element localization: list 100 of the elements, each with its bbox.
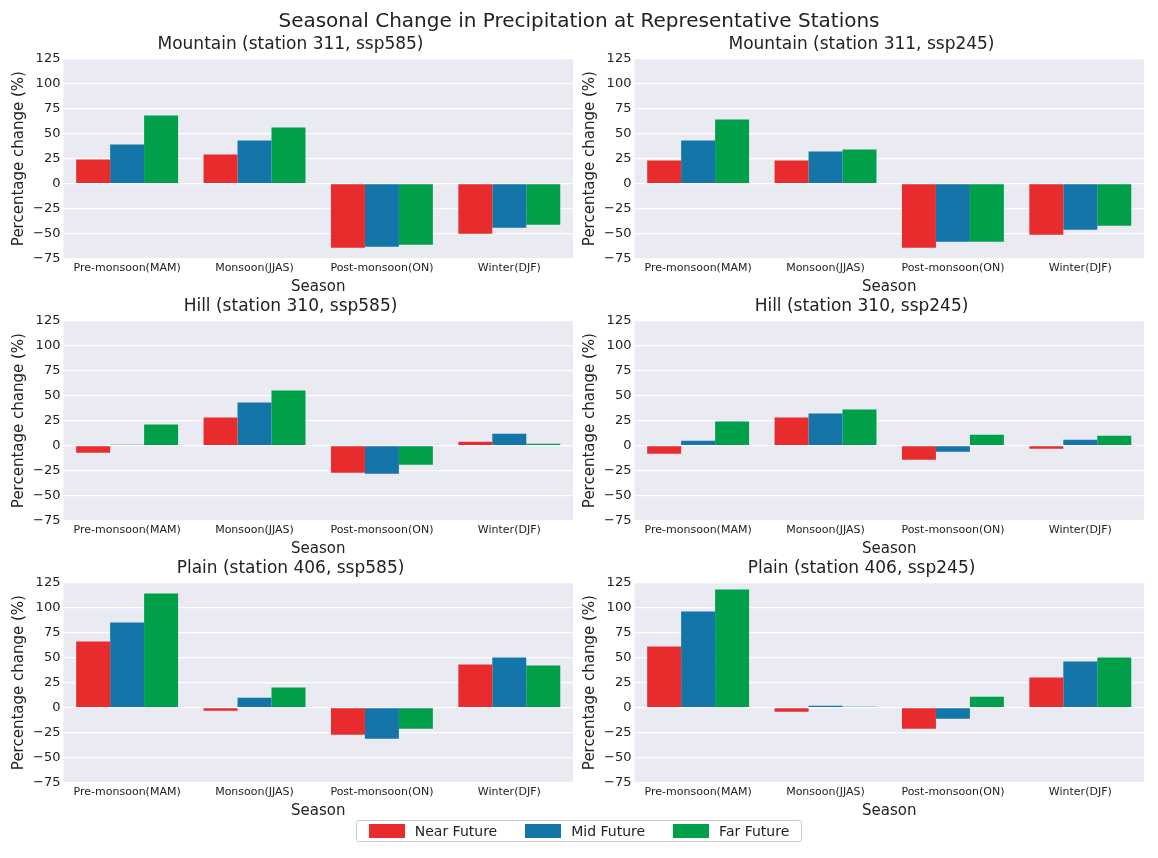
bar bbox=[935, 708, 970, 719]
y-tick-label: 125 bbox=[606, 49, 632, 65]
y-tick-label: −50 bbox=[604, 487, 632, 503]
x-axis-title: Season bbox=[290, 538, 346, 557]
bar bbox=[969, 184, 1004, 242]
y-tick-label: 25 bbox=[614, 149, 632, 165]
x-tick-label: Post-monsoon(ON) bbox=[330, 785, 434, 799]
y-axis-title: Percentage change (%) bbox=[579, 333, 598, 509]
bar bbox=[144, 593, 179, 708]
bar bbox=[935, 446, 970, 452]
y-tick-label: −75 bbox=[604, 774, 632, 790]
y-tick-label: −75 bbox=[33, 512, 61, 528]
y-tick-label: 100 bbox=[35, 598, 61, 614]
bar bbox=[1063, 184, 1098, 230]
chart-title: Plain (station 406, ssp245) bbox=[747, 556, 976, 577]
y-tick-label: 25 bbox=[43, 673, 61, 689]
y-tick-label: 75 bbox=[614, 361, 632, 377]
y-tick-label: −25 bbox=[33, 200, 61, 216]
y-tick-label: 50 bbox=[614, 648, 632, 664]
y-tick-label: −25 bbox=[604, 200, 632, 216]
y-tick-label: 50 bbox=[43, 386, 61, 402]
x-axis-title: Season bbox=[861, 276, 917, 295]
bar bbox=[1029, 184, 1064, 235]
x-tick-label: Winter(DJF) bbox=[1048, 523, 1112, 537]
y-tick-label: 100 bbox=[35, 74, 61, 90]
x-tick-label: Post-monsoon(ON) bbox=[330, 523, 434, 537]
bar bbox=[842, 409, 877, 446]
text: Seasonal Change in Precipitation at Representative Stations bbox=[278, 8, 880, 32]
y-tick-label: 0 bbox=[623, 699, 632, 715]
x-axis-title: Season bbox=[861, 800, 917, 819]
bar bbox=[1097, 657, 1132, 708]
y-tick-label: 75 bbox=[43, 361, 61, 377]
chart-title: Mountain (station 311, ssp245) bbox=[728, 32, 995, 53]
bar bbox=[110, 144, 145, 184]
bar bbox=[237, 402, 272, 446]
y-tick-label: 50 bbox=[43, 124, 61, 140]
bar bbox=[715, 589, 750, 708]
y-tick-label: 25 bbox=[43, 411, 61, 427]
bar bbox=[398, 184, 433, 245]
y-tick-label: 75 bbox=[43, 623, 61, 639]
y-tick-label: 25 bbox=[614, 411, 632, 427]
y-tick-label: 25 bbox=[43, 149, 61, 165]
bar bbox=[458, 184, 493, 234]
bar bbox=[774, 417, 809, 446]
x-tick-label: Winter(DJF) bbox=[477, 261, 541, 275]
y-tick-label: 0 bbox=[52, 699, 61, 715]
y-tick-label: 75 bbox=[614, 99, 632, 115]
x-axis-title: Season bbox=[861, 538, 917, 557]
y-axis-title: Percentage change (%) bbox=[579, 71, 598, 247]
y-tick-label: 0 bbox=[52, 437, 61, 453]
bar bbox=[1063, 661, 1098, 708]
bar bbox=[901, 184, 936, 248]
y-tick-label: 100 bbox=[606, 74, 632, 90]
bar bbox=[901, 446, 936, 460]
y-tick-label: −50 bbox=[604, 749, 632, 765]
bar bbox=[969, 434, 1004, 446]
x-tick-label: Winter(DJF) bbox=[477, 785, 541, 799]
x-tick-label: Monsoon(JJAS) bbox=[215, 261, 294, 275]
y-tick-label: −50 bbox=[33, 225, 61, 241]
bar bbox=[774, 708, 809, 712]
bar bbox=[1063, 439, 1098, 446]
bar bbox=[492, 657, 527, 708]
bar bbox=[1097, 184, 1132, 226]
y-tick-label: 125 bbox=[35, 573, 61, 589]
x-tick-label: Post-monsoon(ON) bbox=[330, 261, 434, 275]
x-tick-label: Pre-monsoon(MAM) bbox=[73, 785, 181, 799]
y-tick-label: −75 bbox=[604, 250, 632, 266]
y-tick-label: 125 bbox=[606, 311, 632, 327]
bar bbox=[458, 664, 493, 708]
bar bbox=[203, 154, 238, 184]
bar bbox=[237, 140, 272, 184]
bar bbox=[76, 446, 111, 453]
bar bbox=[271, 687, 306, 708]
y-tick-label: −25 bbox=[604, 724, 632, 740]
y-tick-label: −25 bbox=[33, 724, 61, 740]
bar bbox=[330, 708, 365, 735]
bar bbox=[271, 127, 306, 184]
bar bbox=[492, 184, 527, 228]
x-tick-label: Post-monsoon(ON) bbox=[901, 261, 1005, 275]
x-tick-label: Post-monsoon(ON) bbox=[901, 785, 1005, 799]
y-tick-label: 125 bbox=[35, 49, 61, 65]
y-tick-label: 50 bbox=[43, 648, 61, 664]
y-axis-title: Percentage change (%) bbox=[8, 595, 27, 771]
bar bbox=[715, 421, 750, 446]
bar bbox=[647, 446, 682, 454]
bar bbox=[808, 413, 843, 446]
y-tick-label: −75 bbox=[33, 774, 61, 790]
y-tick-label: −50 bbox=[33, 487, 61, 503]
chart-title: Plain (station 406, ssp585) bbox=[176, 556, 405, 577]
x-tick-label: Post-monsoon(ON) bbox=[901, 523, 1005, 537]
bar bbox=[647, 160, 682, 184]
y-tick-label: 75 bbox=[614, 623, 632, 639]
y-tick-label: 0 bbox=[623, 437, 632, 453]
chart-title: Hill (station 310, ssp585) bbox=[183, 294, 398, 315]
y-tick-label: −50 bbox=[33, 749, 61, 765]
chart-title: Hill (station 310, ssp245) bbox=[754, 294, 969, 315]
bar bbox=[203, 708, 238, 711]
y-axis-title: Percentage change (%) bbox=[8, 71, 27, 247]
x-tick-label: Monsoon(JJAS) bbox=[215, 523, 294, 537]
bar bbox=[364, 184, 399, 247]
